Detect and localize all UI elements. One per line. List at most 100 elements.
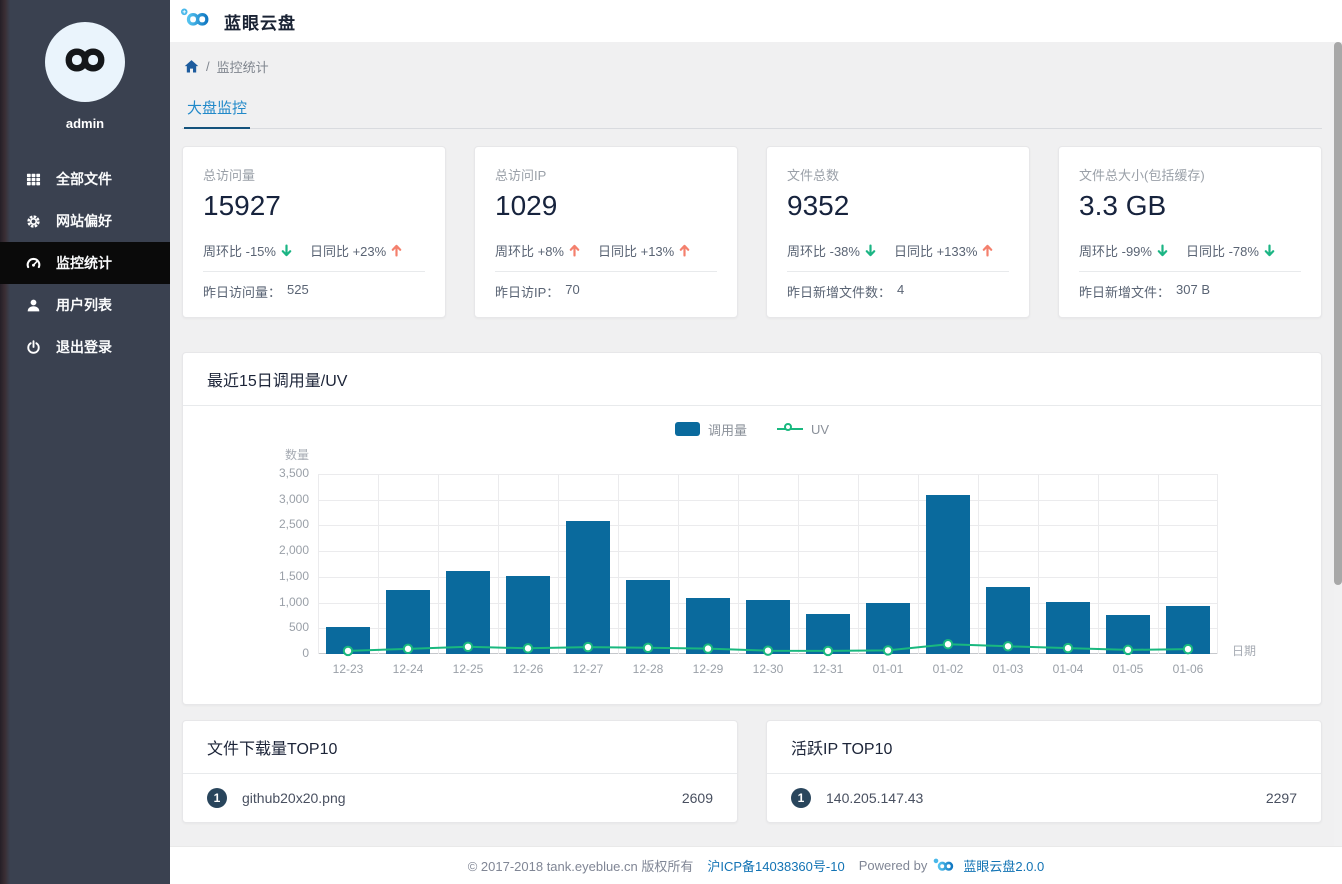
icp-link[interactable]: 沪ICP备14038360号-10	[707, 859, 845, 874]
stat-value: 9352	[787, 190, 850, 221]
uv-point	[942, 639, 954, 650]
gridline-v	[918, 474, 919, 654]
divider	[1079, 271, 1301, 272]
bar-01-02	[926, 494, 970, 654]
stat-label: 总访问IP	[495, 168, 547, 183]
x-tick-label: 12-24	[392, 662, 424, 676]
chart-card: 最近15日调用量/UV 调用量 UV 数量 日期 3,500 3,000 2,500 2…	[182, 352, 1322, 705]
sidebar-item-monitor-stats[interactable]: 监控统计	[0, 242, 170, 284]
sidebar-nav: 全部文件网站偏好监控统计用户列表退出登录	[0, 158, 170, 368]
arrow-up-icon	[391, 244, 402, 257]
stat-value: 15927	[203, 190, 281, 221]
trend-up: 日同比 +133%	[894, 241, 993, 260]
trend-text: 周环比 -15%	[203, 244, 276, 259]
product-link[interactable]: 蓝眼云盘2.0.0	[963, 859, 1045, 874]
plot-grid	[318, 474, 1218, 657]
tab-dashboard-monitor[interactable]: 大盘监控	[184, 97, 251, 129]
sidebar-item-user-list[interactable]: 用户列表	[0, 284, 170, 326]
stat-footer-value: 307 B	[1176, 282, 1210, 297]
y-axis-name: 数量	[284, 448, 309, 462]
arrow-down-icon	[281, 244, 292, 257]
gridline-v	[978, 474, 979, 654]
breadcrumb-separator: /	[206, 58, 210, 74]
chart-title: 最近15日调用量/UV	[183, 353, 1321, 406]
brand-logo-icon	[933, 858, 957, 874]
x-tick-label: 12-27	[572, 662, 604, 676]
home-icon[interactable]	[184, 59, 199, 74]
uv-point	[882, 645, 894, 656]
list-item: 1 140.205.147.43 2297	[767, 774, 1321, 822]
gridline-v	[678, 474, 679, 654]
stat-footer: 昨日访IP： 70	[495, 282, 717, 301]
sidebar-item-label: 用户列表	[56, 297, 112, 313]
uv-point	[402, 643, 414, 655]
uv-point	[1182, 643, 1194, 655]
stat-trends: 周环比 -99% 日同比 -78%	[1079, 241, 1301, 260]
gridline-v	[858, 474, 859, 654]
uv-point	[342, 645, 354, 657]
sidebar-item-all-files[interactable]: 全部文件	[0, 158, 170, 200]
stat-footer-label: 昨日新增文件：	[1079, 285, 1171, 300]
x-tick-label: 01-02	[932, 662, 964, 676]
sidebar-item-label: 全部文件	[56, 171, 112, 187]
gridline-h	[318, 525, 1218, 526]
trend-down: 周环比 -15%	[203, 241, 292, 260]
stat-footer-value: 525	[287, 282, 309, 297]
stat-footer: 昨日访问量： 525	[203, 282, 425, 301]
x-tick-label: 01-06	[1172, 662, 1204, 676]
stat-trends: 周环比 -15% 日同比 +23%	[203, 241, 425, 260]
trend-up: 日同比 +23%	[310, 241, 402, 260]
sidebar: admin 全部文件 网站偏好 监控统计 用户列表 退出登录	[0, 0, 170, 884]
rank-badge: 1	[791, 788, 811, 808]
app-logo[interactable]: 蓝眼云盘	[180, 7, 296, 36]
trend-text: 日同比 +13%	[598, 244, 675, 259]
avatar[interactable]	[45, 22, 125, 102]
gridline-h	[318, 577, 1218, 578]
breadcrumb-current: 监控统计	[216, 59, 269, 75]
rank-badge: 1	[207, 788, 227, 808]
bar-12-28	[626, 579, 670, 654]
row-value: 2297	[1265, 790, 1297, 806]
legend-item-bar[interactable]: 调用量	[674, 420, 747, 439]
sidebar-item-logout[interactable]: 退出登录	[0, 326, 170, 368]
gridline-v	[798, 474, 799, 654]
powered-by-text: Powered by	[858, 858, 928, 873]
bar-12-27	[566, 521, 610, 654]
chart-legend: 调用量 UV	[183, 420, 1321, 438]
top-files-list: 1 github20x20.png 2609	[183, 774, 737, 822]
y-tick-label: 0	[302, 646, 309, 660]
grid-icon	[26, 172, 41, 187]
dashboard-icon	[26, 256, 41, 271]
stat-footer: 昨日新增文件数： 4	[787, 282, 1009, 301]
y-tick-label: 1,000	[278, 594, 309, 609]
bar-12-24	[386, 589, 430, 654]
top-ips-card: 活跃IP TOP10 1 140.205.147.43 2297	[766, 720, 1322, 823]
trend-up: 日同比 +13%	[598, 241, 690, 260]
row-name: github20x20.png	[242, 790, 346, 806]
trend-text: 日同比 +133%	[893, 244, 978, 259]
brand-infinity-icon	[56, 41, 114, 84]
scrollbar-thumb[interactable]	[1334, 42, 1342, 585]
user-icon	[26, 298, 41, 313]
uv-point	[522, 643, 534, 654]
stat-card-total-files: 文件总数 9352 周环比 -38% 日同比 +133% 昨日新增文件数： 4	[766, 146, 1030, 318]
uv-point	[702, 643, 714, 654]
row-name: 140.205.147.43	[826, 790, 924, 806]
uv-point	[1002, 641, 1014, 652]
sidebar-item-site-preferences[interactable]: 网站偏好	[0, 200, 170, 242]
legend-item-line[interactable]: UV	[776, 422, 829, 437]
arrow-up-icon	[679, 244, 690, 257]
uv-point	[1062, 642, 1074, 654]
sidebar-item-label: 网站偏好	[56, 213, 112, 229]
stat-label: 文件总大小(包括缓存)	[1079, 168, 1205, 183]
stat-label: 文件总数	[787, 168, 840, 183]
stat-card-total-size: 文件总大小(包括缓存) 3.3 GB 周环比 -99% 日同比 -78% 昨日新增…	[1058, 146, 1322, 318]
x-tick-label: 12-30	[752, 662, 784, 676]
uv-point	[642, 642, 654, 654]
x-tick-label: 12-23	[332, 662, 364, 676]
x-tick-label: 12-28	[632, 662, 664, 676]
uv-point	[582, 641, 594, 653]
stat-value: 3.3 GB	[1079, 190, 1167, 221]
row-value: 2609	[681, 790, 713, 806]
stat-cards-row: 总访问量 15927 周环比 -15% 日同比 +23% 昨日访问量： 525 总…	[182, 146, 1322, 318]
